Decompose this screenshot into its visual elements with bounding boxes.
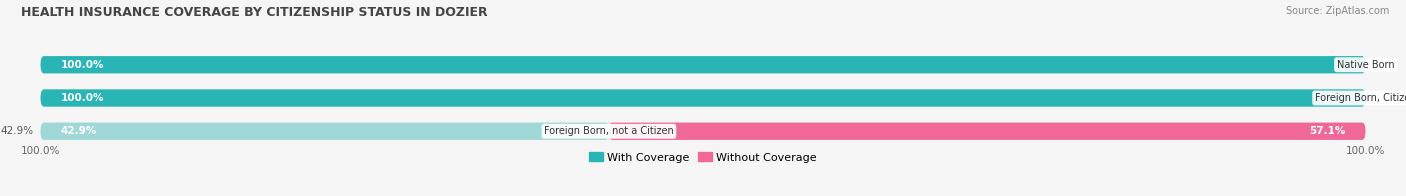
Text: 100.0%: 100.0% xyxy=(1346,146,1385,156)
Text: 57.1%: 57.1% xyxy=(1309,126,1346,136)
Legend: With Coverage, Without Coverage: With Coverage, Without Coverage xyxy=(585,148,821,167)
Text: HEALTH INSURANCE COVERAGE BY CITIZENSHIP STATUS IN DOZIER: HEALTH INSURANCE COVERAGE BY CITIZENSHIP… xyxy=(21,6,488,19)
FancyBboxPatch shape xyxy=(41,89,1365,107)
Text: Source: ZipAtlas.com: Source: ZipAtlas.com xyxy=(1285,6,1389,16)
FancyBboxPatch shape xyxy=(609,123,1365,140)
FancyBboxPatch shape xyxy=(41,56,1365,73)
Text: 100.0%: 100.0% xyxy=(21,146,60,156)
Text: Native Born: Native Born xyxy=(1337,60,1395,70)
FancyBboxPatch shape xyxy=(41,89,1365,107)
Text: Foreign Born, not a Citizen: Foreign Born, not a Citizen xyxy=(544,126,673,136)
Text: 42.9%: 42.9% xyxy=(1,126,34,136)
FancyBboxPatch shape xyxy=(41,123,1365,140)
Text: 42.9%: 42.9% xyxy=(60,126,97,136)
Text: 100.0%: 100.0% xyxy=(60,93,104,103)
FancyBboxPatch shape xyxy=(41,123,609,140)
Text: 100.0%: 100.0% xyxy=(60,60,104,70)
Text: Foreign Born, Citizen: Foreign Born, Citizen xyxy=(1315,93,1406,103)
FancyBboxPatch shape xyxy=(41,56,1365,73)
